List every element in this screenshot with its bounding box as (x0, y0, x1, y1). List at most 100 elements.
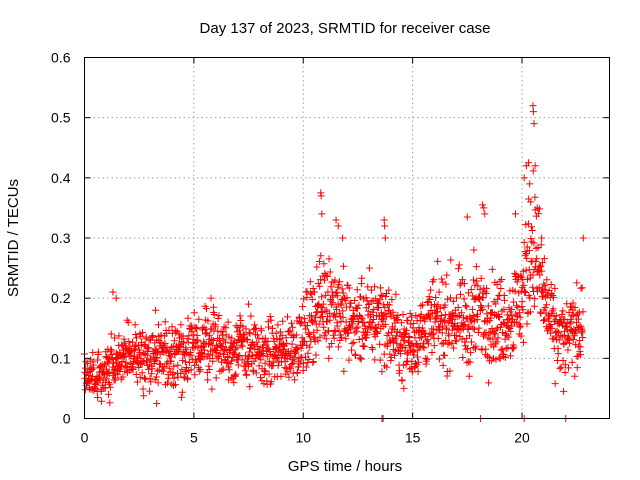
data-point (105, 390, 113, 398)
data-point (317, 252, 325, 260)
data-point (469, 324, 477, 332)
data-point (140, 392, 148, 400)
data-point (338, 333, 346, 341)
data-point (538, 259, 546, 267)
data-point (401, 344, 409, 352)
data-point (539, 317, 547, 325)
data-point (219, 327, 227, 335)
data-point (516, 322, 524, 330)
data-point (139, 329, 147, 337)
data-point (499, 318, 507, 326)
data-point (409, 347, 417, 355)
data-point (529, 271, 537, 279)
data-point (105, 378, 113, 386)
data-point (495, 313, 503, 321)
data-point (478, 346, 486, 354)
data-point (283, 339, 291, 347)
data-point (561, 361, 569, 369)
data-point (448, 339, 456, 347)
data-point (377, 284, 385, 292)
data-point (527, 198, 535, 206)
data-point (339, 313, 347, 321)
data-point (381, 320, 389, 328)
data-point (161, 339, 169, 347)
data-point (329, 293, 337, 301)
data-point (421, 317, 429, 325)
data-point (469, 312, 477, 320)
data-point (461, 321, 469, 329)
data-point (349, 320, 357, 328)
data-point (286, 327, 294, 335)
data-point (261, 367, 269, 375)
data-point (174, 373, 182, 381)
data-point (566, 339, 574, 347)
data-point (320, 323, 328, 331)
data-point (179, 332, 187, 340)
data-point (571, 304, 579, 312)
data-point (253, 331, 261, 339)
data-point (476, 286, 484, 294)
data-point (410, 351, 418, 359)
data-point (300, 295, 308, 303)
data-point (307, 312, 315, 320)
data-point (138, 369, 146, 377)
data-point (317, 192, 325, 200)
data-point (114, 370, 122, 378)
data-point (215, 354, 223, 362)
data-point (472, 263, 480, 271)
data-point (287, 347, 295, 355)
data-point (428, 310, 436, 318)
data-point (377, 291, 385, 299)
data-point (573, 364, 581, 372)
data-point (480, 204, 488, 212)
data-point (555, 336, 563, 344)
data-point (438, 275, 446, 283)
data-point (140, 341, 148, 349)
data-point (287, 365, 295, 373)
data-point (302, 325, 310, 333)
data-point (181, 367, 189, 375)
data-point (225, 333, 233, 341)
data-point (559, 307, 567, 315)
data-point (184, 375, 192, 383)
data-point (470, 276, 478, 284)
data-point (273, 353, 281, 361)
data-point (144, 365, 152, 373)
data-point (358, 335, 366, 343)
data-point (573, 279, 581, 287)
data-point (164, 379, 172, 387)
data-point (338, 285, 346, 293)
data-point (556, 365, 564, 373)
data-point (268, 324, 276, 332)
data-point (538, 234, 546, 242)
data-point (288, 340, 296, 348)
data-point (246, 383, 254, 391)
data-point (571, 372, 579, 380)
data-point (452, 331, 460, 339)
data-point (529, 167, 537, 175)
data-point (387, 357, 395, 365)
data-point (492, 300, 500, 308)
data-point (208, 351, 216, 359)
data-point (228, 357, 236, 365)
data-point (420, 344, 428, 352)
data-point (147, 378, 155, 386)
data-point (519, 267, 527, 275)
data-point (88, 366, 96, 374)
data-point (188, 327, 196, 335)
data-point (332, 305, 340, 313)
data-point (455, 261, 463, 269)
data-point (272, 329, 280, 337)
data-point (345, 284, 353, 292)
data-point (135, 364, 143, 372)
data-point (508, 322, 516, 330)
data-point (476, 295, 484, 303)
data-point (104, 358, 112, 366)
data-point (212, 374, 220, 382)
data-point (526, 274, 534, 282)
data-point (313, 326, 321, 334)
data-point (510, 343, 518, 351)
data-point (131, 321, 139, 329)
data-point (376, 356, 384, 364)
data-point (448, 316, 456, 324)
